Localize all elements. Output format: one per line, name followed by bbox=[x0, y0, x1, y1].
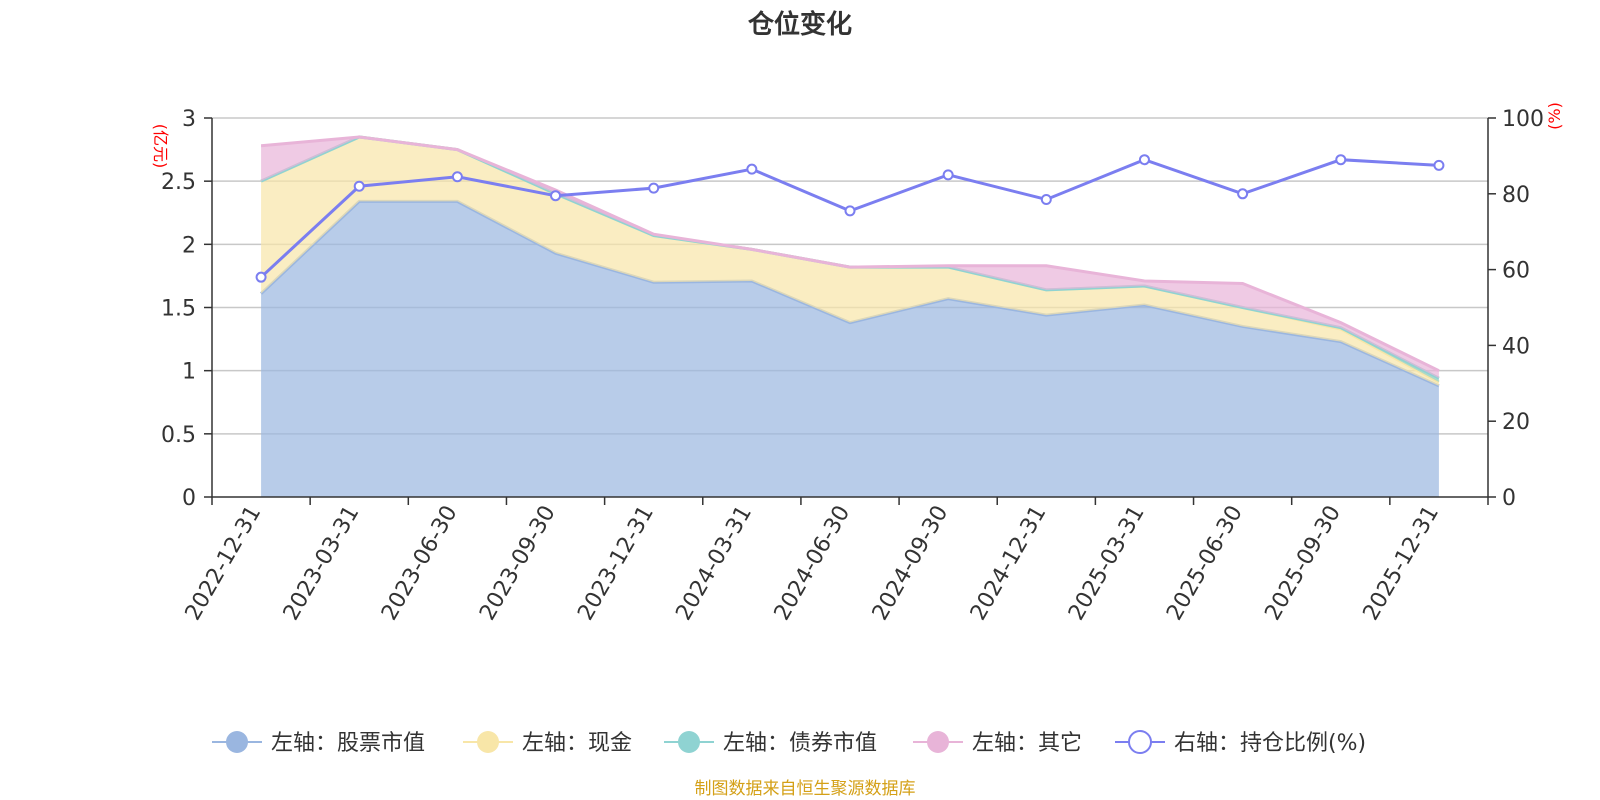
legend-marker bbox=[226, 731, 248, 753]
left-tick-label: 3 bbox=[182, 107, 196, 132]
ratio-point[interactable] bbox=[648, 182, 660, 194]
ratio-point[interactable] bbox=[1433, 159, 1445, 171]
legend-label: 左轴：现金 bbox=[522, 731, 632, 756]
x-tick-label: 2025-09-30 bbox=[1260, 502, 1346, 625]
ratio-point[interactable] bbox=[1040, 193, 1052, 205]
left-axis-ticks: 0 0.5 1 1.5 2 2.5 3 bbox=[161, 107, 212, 511]
legend-item-0[interactable]: 左轴：股票市值 bbox=[212, 731, 425, 756]
legend-item-2[interactable]: 左轴：债券市值 bbox=[664, 731, 877, 756]
right-tick-label: 100 bbox=[1502, 107, 1544, 132]
x-tick-label: 2025-12-31 bbox=[1359, 502, 1445, 625]
x-tick-label: 2024-12-31 bbox=[966, 502, 1052, 625]
x-tick-label: 2023-03-31 bbox=[279, 502, 365, 625]
legend-item-1[interactable]: 左轴：现金 bbox=[463, 731, 632, 756]
right-tick-label: 40 bbox=[1502, 334, 1530, 359]
left-tick-label: 1.5 bbox=[161, 297, 196, 322]
stacked-areas bbox=[260, 135, 1440, 497]
left-tick-label: 2.5 bbox=[161, 170, 196, 195]
right-tick-label: 80 bbox=[1502, 183, 1530, 208]
left-tick-label: 0 bbox=[182, 486, 196, 511]
x-tick-label: 2024-03-31 bbox=[671, 502, 757, 625]
x-tick-label: 2023-09-30 bbox=[475, 502, 561, 625]
ratio-point[interactable] bbox=[844, 205, 856, 217]
legend[interactable]: 左轴：股票市值 左轴：现金 左轴：债券市值 左轴：其它 右轴：持仓比例(%) bbox=[212, 730, 1366, 756]
right-axis-label: (%) bbox=[1545, 102, 1564, 130]
legend-label: 左轴：债券市值 bbox=[723, 731, 877, 756]
ratio-point[interactable] bbox=[550, 190, 562, 202]
ratio-point[interactable] bbox=[746, 163, 758, 175]
x-tick-label: 2024-06-30 bbox=[770, 502, 856, 625]
legend-marker bbox=[927, 731, 949, 753]
legend-label: 左轴：其它 bbox=[972, 731, 1082, 756]
ratio-point[interactable] bbox=[353, 180, 365, 192]
ratio-point[interactable] bbox=[1237, 188, 1249, 200]
right-axis-ticks: 0 20 40 60 80 100 bbox=[1488, 107, 1544, 511]
legend-label: 左轴：股票市值 bbox=[271, 731, 425, 756]
right-tick-label: 20 bbox=[1502, 410, 1530, 435]
left-tick-label: 1 bbox=[182, 360, 196, 385]
x-tick-label: 2024-09-30 bbox=[868, 502, 954, 625]
legend-item-4[interactable]: 右轴：持仓比例(%) bbox=[1115, 730, 1366, 756]
ratio-point[interactable] bbox=[942, 169, 954, 181]
legend-marker bbox=[477, 731, 499, 753]
ratio-point[interactable] bbox=[1335, 154, 1347, 166]
right-tick-label: 60 bbox=[1502, 259, 1530, 284]
area-edge-3 bbox=[260, 135, 1440, 373]
x-axis-ticks: 2022-12-31 2023-03-31 2023-06-30 2023-09-30… bbox=[181, 497, 1489, 625]
legend-marker bbox=[1128, 730, 1152, 754]
right-tick-label: 0 bbox=[1502, 486, 1516, 511]
x-tick-label: 2023-12-31 bbox=[573, 502, 659, 625]
x-tick-label: 2025-06-30 bbox=[1162, 502, 1248, 625]
legend-label: 右轴：持仓比例(%) bbox=[1174, 731, 1366, 756]
x-tick-label: 2023-06-30 bbox=[377, 502, 463, 625]
ratio-point[interactable] bbox=[1138, 154, 1150, 166]
x-tick-label: 2025-03-31 bbox=[1064, 502, 1150, 625]
x-tick-label: 2022-12-31 bbox=[181, 502, 267, 625]
chart-title: 仓位变化 bbox=[747, 9, 852, 40]
ratio-point[interactable] bbox=[255, 271, 267, 283]
ratio-series bbox=[255, 154, 1445, 283]
legend-item-3[interactable]: 左轴：其它 bbox=[913, 731, 1082, 756]
area-series-0 bbox=[261, 201, 1439, 497]
left-axis-label: (亿元) bbox=[151, 124, 170, 169]
source-note: 制图数据来自恒生聚源数据库 bbox=[695, 779, 916, 799]
legend-marker bbox=[678, 731, 700, 753]
left-tick-label: 0.5 bbox=[161, 423, 196, 448]
ratio-point[interactable] bbox=[451, 171, 463, 183]
left-tick-label: 2 bbox=[182, 233, 196, 258]
